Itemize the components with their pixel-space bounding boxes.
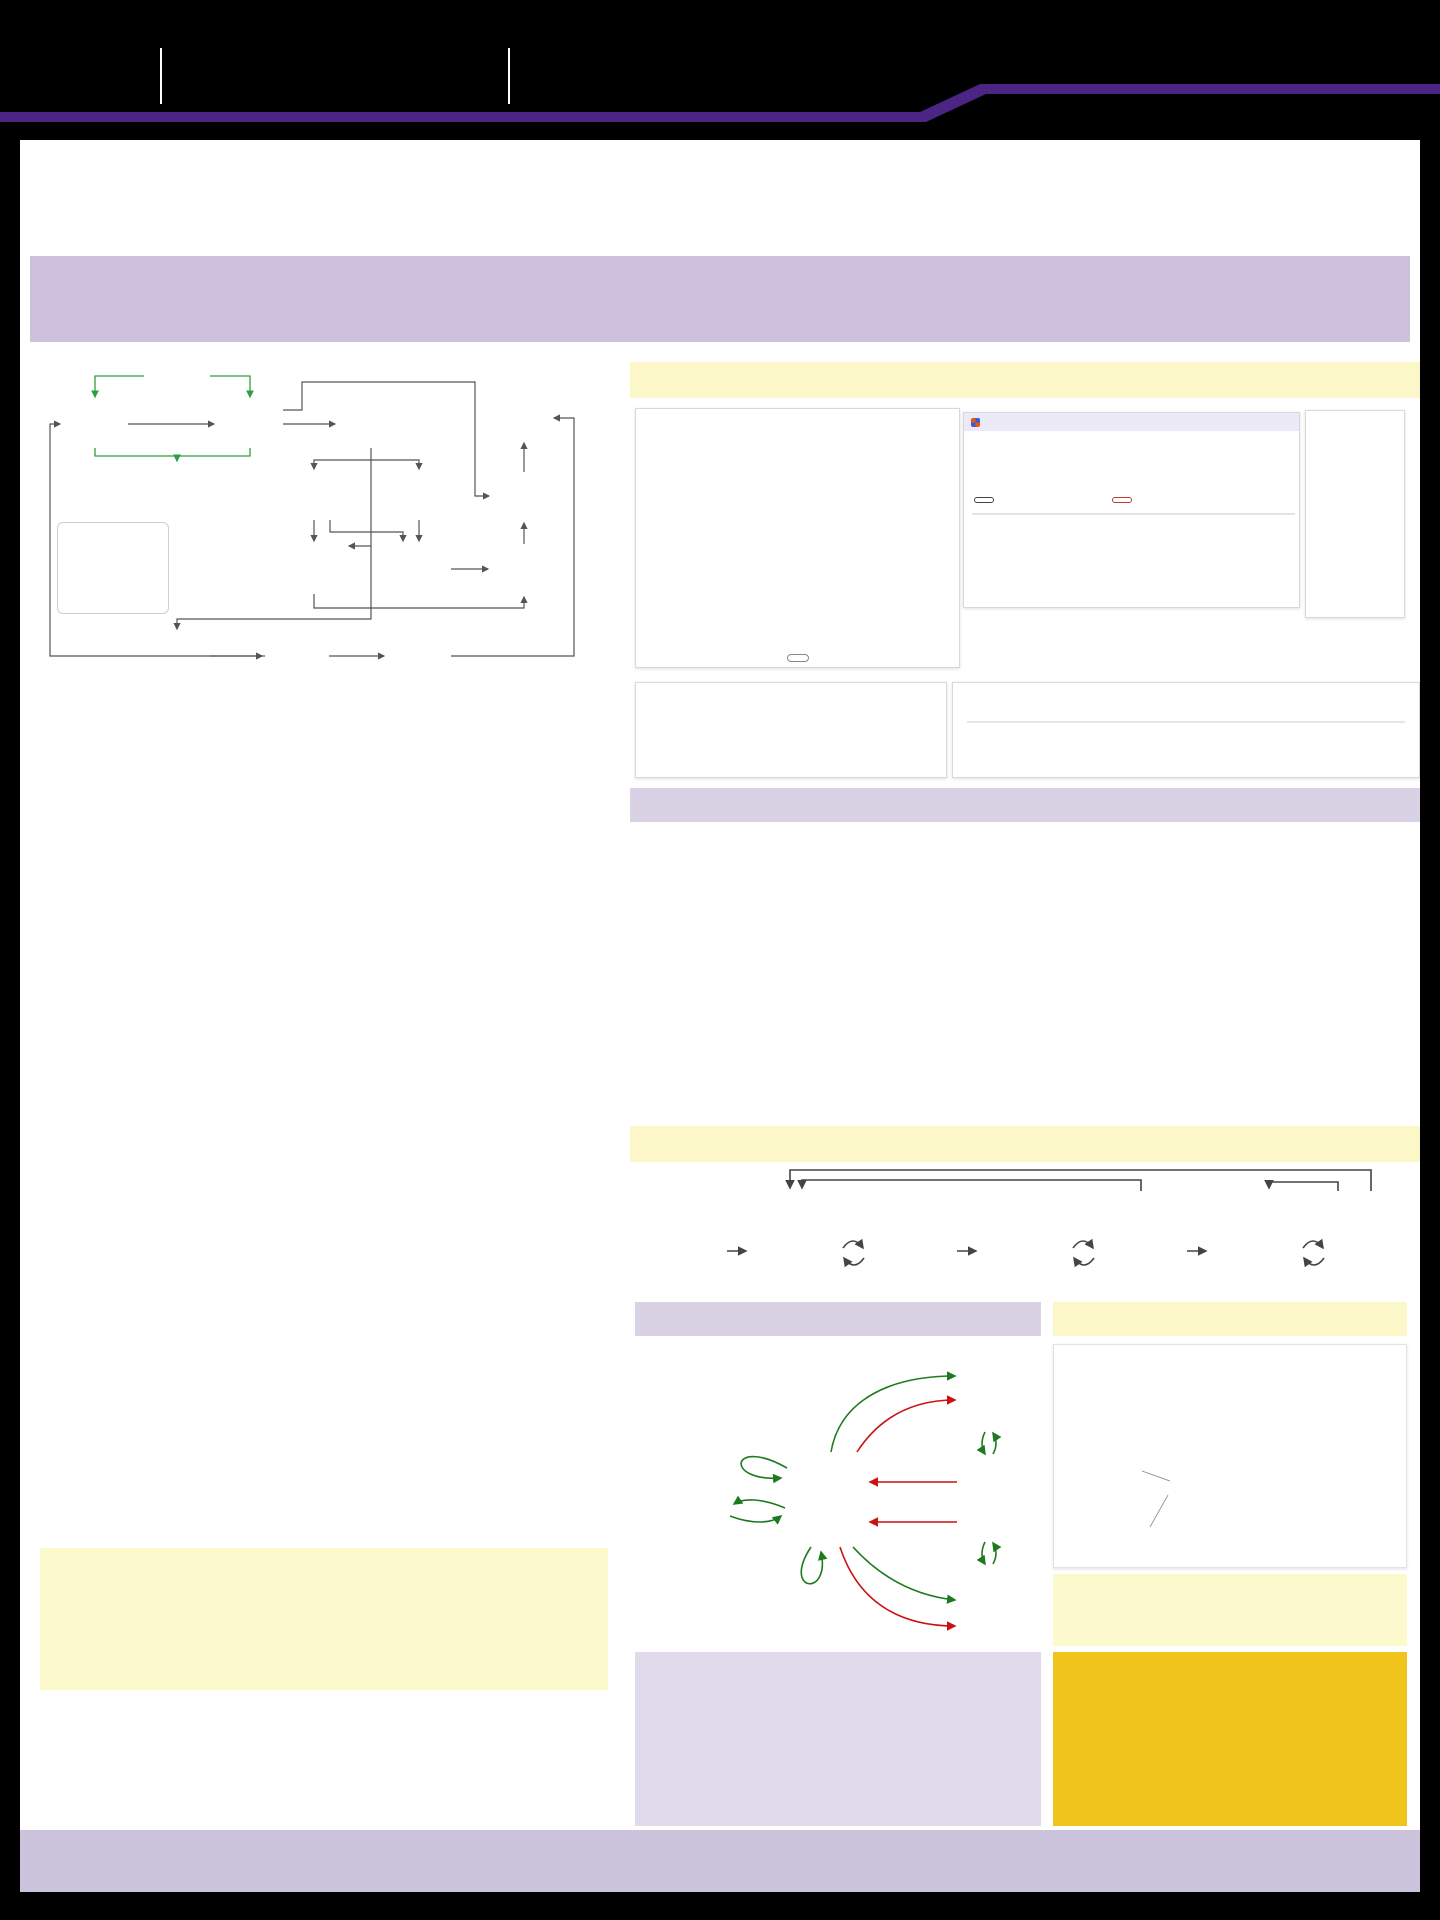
project-objectives bbox=[30, 256, 1410, 342]
integration-diagram bbox=[635, 1340, 1045, 1655]
integration-arrows bbox=[729, 1371, 1002, 1631]
manufacturing-banner bbox=[630, 1126, 1420, 1162]
figure-3-chart bbox=[635, 830, 1067, 1056]
header-band bbox=[0, 0, 1440, 140]
permission-box bbox=[1053, 1652, 1407, 1826]
manufacturing-flowchart bbox=[632, 1166, 1420, 1298]
testing-results-banner bbox=[630, 788, 1420, 822]
integration-failures-paragraph bbox=[635, 1652, 1041, 1826]
clear-velocity-button[interactable] bbox=[1112, 497, 1132, 503]
vaults-table bbox=[972, 513, 1295, 515]
purple-stripe bbox=[0, 84, 1440, 122]
clear-selections-button[interactable] bbox=[974, 497, 994, 503]
histogram-x-ticks bbox=[664, 567, 950, 575]
integration-failures-banner bbox=[635, 1302, 1041, 1336]
project-realization-banner bbox=[630, 362, 1420, 398]
histogram-plot bbox=[664, 437, 950, 565]
budget-banner bbox=[1053, 1302, 1407, 1336]
update-histogram-button[interactable] bbox=[786, 654, 809, 662]
histogram-screenshot bbox=[635, 408, 960, 668]
upload-status-table bbox=[967, 721, 1405, 723]
upload-status-screenshot bbox=[952, 682, 1420, 778]
budget-chart bbox=[1053, 1344, 1407, 1568]
vaultvision-app-bar bbox=[964, 413, 1299, 431]
figure-1-key bbox=[57, 522, 169, 614]
pie-label-lines bbox=[1141, 1470, 1171, 1528]
header-divider bbox=[160, 48, 162, 104]
header-divider-2 bbox=[508, 48, 510, 104]
home-screen-screenshot bbox=[635, 682, 947, 778]
manufacturing-arrows bbox=[727, 1169, 1372, 1268]
edit-qualitative-info-panel bbox=[1305, 410, 1405, 618]
footer-band bbox=[20, 1830, 1420, 1892]
figure-1-flowchart bbox=[32, 356, 607, 688]
vaultvision-logo-icon bbox=[971, 417, 980, 427]
expected-velocity-box bbox=[40, 1548, 608, 1690]
cloud-cost-note bbox=[1053, 1574, 1407, 1646]
figure-1-edges bbox=[49, 375, 575, 660]
welcome-line bbox=[636, 699, 946, 713]
review-old-vaults-screenshot bbox=[963, 412, 1300, 608]
